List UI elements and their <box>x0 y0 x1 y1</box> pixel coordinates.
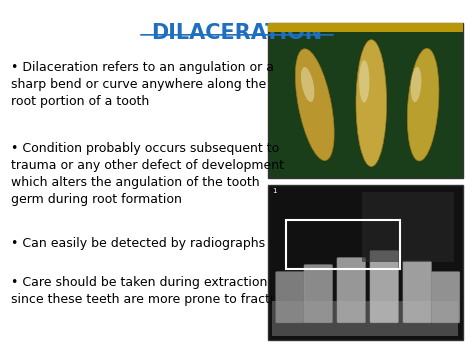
FancyBboxPatch shape <box>370 250 399 323</box>
Ellipse shape <box>359 60 369 103</box>
Text: DILACERATION: DILACERATION <box>151 22 323 43</box>
Text: • Dilaceration refers to an angulation or a
sharp bend or curve anywhere along t: • Dilaceration refers to an angulation o… <box>11 61 274 108</box>
FancyBboxPatch shape <box>273 301 458 336</box>
Ellipse shape <box>295 49 334 160</box>
FancyBboxPatch shape <box>304 264 333 323</box>
Text: 1: 1 <box>273 188 277 194</box>
FancyBboxPatch shape <box>268 22 463 32</box>
FancyBboxPatch shape <box>362 192 454 262</box>
FancyBboxPatch shape <box>276 272 304 323</box>
FancyBboxPatch shape <box>268 22 463 178</box>
Ellipse shape <box>407 48 439 161</box>
Text: • Care should be taken during extraction
since these teeth are more prone to fra: • Care should be taken during extraction… <box>11 276 290 306</box>
Ellipse shape <box>356 40 387 166</box>
Ellipse shape <box>411 67 421 102</box>
FancyBboxPatch shape <box>268 185 463 339</box>
FancyBboxPatch shape <box>403 261 432 323</box>
Ellipse shape <box>301 67 314 102</box>
FancyBboxPatch shape <box>431 272 460 323</box>
Text: • Condition probably occurs subsequent to
trauma or any other defect of developm: • Condition probably occurs subsequent t… <box>11 142 284 206</box>
FancyBboxPatch shape <box>337 257 365 323</box>
Text: • Can easily be detected by radiographs: • Can easily be detected by radiographs <box>11 237 265 250</box>
